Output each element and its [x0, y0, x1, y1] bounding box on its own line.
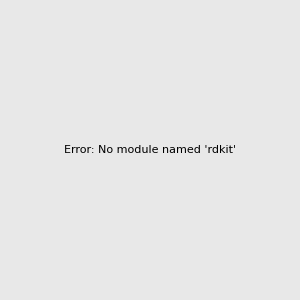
Text: Error: No module named 'rdkit': Error: No module named 'rdkit'	[64, 145, 236, 155]
